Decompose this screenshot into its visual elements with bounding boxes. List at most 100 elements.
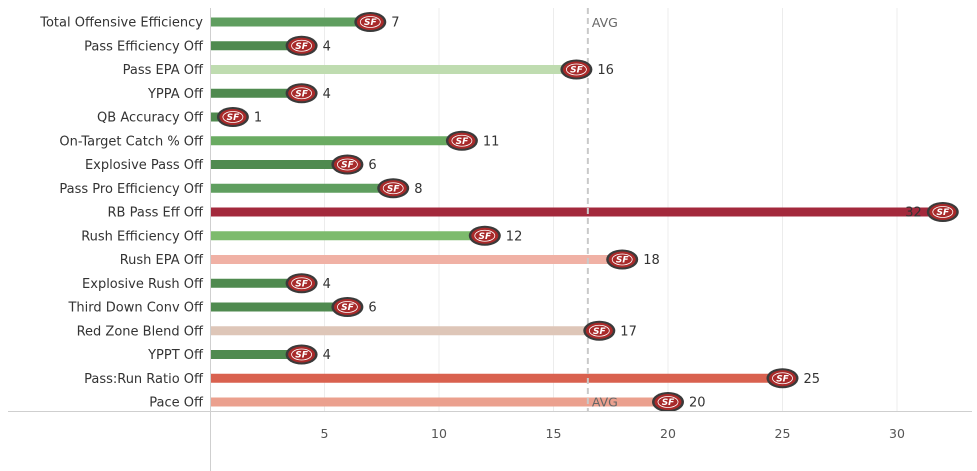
team-logo-icon: SF xyxy=(285,35,318,56)
value-label: 12 xyxy=(506,229,523,244)
logo-text: SF xyxy=(570,66,583,76)
category-label: Pass EPA Off xyxy=(123,63,204,78)
logo-text: SF xyxy=(295,279,308,289)
category-label: YPPT Off xyxy=(147,348,204,363)
bar xyxy=(211,17,371,27)
axis-layer: 5 10 15 20 25 30 xyxy=(8,8,972,471)
category-label: Rush EPA Off xyxy=(120,253,204,268)
x-tick-label: 5 xyxy=(321,426,329,441)
logo-ring xyxy=(291,277,313,290)
label-layer: Total Offensive Efficiency 7 Pass Efficien… xyxy=(39,16,922,411)
value-label: 16 xyxy=(597,63,614,78)
logo-ring xyxy=(336,158,358,171)
team-logo-icon: SF xyxy=(285,83,318,104)
value-label: 20 xyxy=(689,396,706,411)
logo-text: SF xyxy=(616,256,629,266)
value-label: 4 xyxy=(323,39,331,54)
category-label: Explosive Rush Off xyxy=(82,277,204,292)
logo-ring xyxy=(588,324,610,337)
logo-text: SF xyxy=(456,137,469,147)
x-tick-label: 15 xyxy=(546,426,562,441)
logo-ring xyxy=(382,182,404,195)
value-label: 32 xyxy=(905,206,922,221)
marker-layer: SF SF SF SF SF SF SF SF SF SF SF SF SF SF SF SF SF xyxy=(216,12,959,412)
logo-ring xyxy=(932,206,954,218)
logo-ring xyxy=(291,87,313,100)
value-label: 4 xyxy=(323,348,331,363)
logo-ring xyxy=(291,348,313,361)
value-label: 25 xyxy=(804,372,821,387)
category-label: Pass:Run Ratio Off xyxy=(84,372,204,387)
x-tick-label: 30 xyxy=(889,426,905,441)
logo-ring xyxy=(451,134,473,147)
logo-ring xyxy=(291,39,313,52)
category-label: Red Zone Blend Off xyxy=(77,324,204,339)
team-logo-icon: SF xyxy=(377,178,410,199)
value-label: 4 xyxy=(323,87,331,102)
team-logo-icon: SF xyxy=(926,202,959,222)
team-logo-icon: SF xyxy=(354,12,387,32)
team-logo-icon: SF xyxy=(606,249,639,270)
bar xyxy=(211,302,348,312)
logo-text: SF xyxy=(776,374,789,384)
team-logo-icon: SF xyxy=(285,344,318,365)
value-label: 11 xyxy=(483,134,500,149)
team-logo-icon: SF xyxy=(331,154,364,175)
value-label: 7 xyxy=(391,16,399,31)
category-label: Explosive Pass Off xyxy=(85,158,204,173)
x-tick-label: 20 xyxy=(660,426,676,441)
logo-text: SF xyxy=(295,351,308,361)
logo-text: SF xyxy=(295,89,308,99)
category-label: Pass Efficiency Off xyxy=(84,39,204,54)
logo-ring xyxy=(222,111,244,123)
category-label: Total Offensive Efficiency xyxy=(39,16,203,31)
bar xyxy=(211,255,623,264)
logo-ring xyxy=(772,372,793,385)
logo-text: SF xyxy=(387,184,400,194)
bar xyxy=(211,160,348,169)
x-tick-label: 25 xyxy=(775,426,791,441)
value-label: 1 xyxy=(254,111,262,126)
bar xyxy=(211,373,783,383)
bar xyxy=(211,41,302,51)
logo-text: SF xyxy=(341,303,354,313)
average-label-top: AVG xyxy=(592,15,618,30)
bar xyxy=(211,183,394,193)
logo-text: SF xyxy=(662,398,675,408)
bar xyxy=(211,65,577,74)
category-label: Third Down Conv Off xyxy=(67,301,204,316)
category-label: YPPA Off xyxy=(147,87,204,102)
logo-text: SF xyxy=(227,113,240,123)
logo-text: SF xyxy=(341,161,354,171)
team-logo-icon: SF xyxy=(560,59,593,80)
team-logo-icon: SF xyxy=(445,130,478,151)
team-logo-icon: SF xyxy=(468,225,501,246)
logo-text: SF xyxy=(593,327,606,337)
bar xyxy=(211,326,600,336)
team-logo-icon: SF xyxy=(766,368,799,389)
team-logo-icon: SF xyxy=(331,297,364,317)
category-label: QB Accuracy Off xyxy=(97,111,204,126)
logo-text: SF xyxy=(364,18,377,28)
logo-ring xyxy=(566,63,587,76)
value-label: 17 xyxy=(620,324,637,339)
x-tick-label: 10 xyxy=(431,426,447,441)
average-label-bottom: AVG xyxy=(592,395,618,410)
bar xyxy=(211,136,462,146)
bar-layer xyxy=(211,17,943,407)
team-logo-icon: SF xyxy=(285,273,318,294)
bar xyxy=(211,397,668,407)
value-label: 4 xyxy=(323,277,331,292)
logo-text: SF xyxy=(936,208,949,218)
value-label: 8 xyxy=(414,182,422,197)
bar xyxy=(211,207,943,217)
logo-ring xyxy=(336,301,358,313)
bar xyxy=(211,231,485,241)
logo-text: SF xyxy=(478,232,491,242)
bar xyxy=(211,88,302,98)
logo-text: SF xyxy=(295,42,308,52)
value-label: 6 xyxy=(368,301,376,316)
team-logo-icon: SF xyxy=(216,107,249,127)
category-label: On-Target Catch % Off xyxy=(59,134,204,149)
